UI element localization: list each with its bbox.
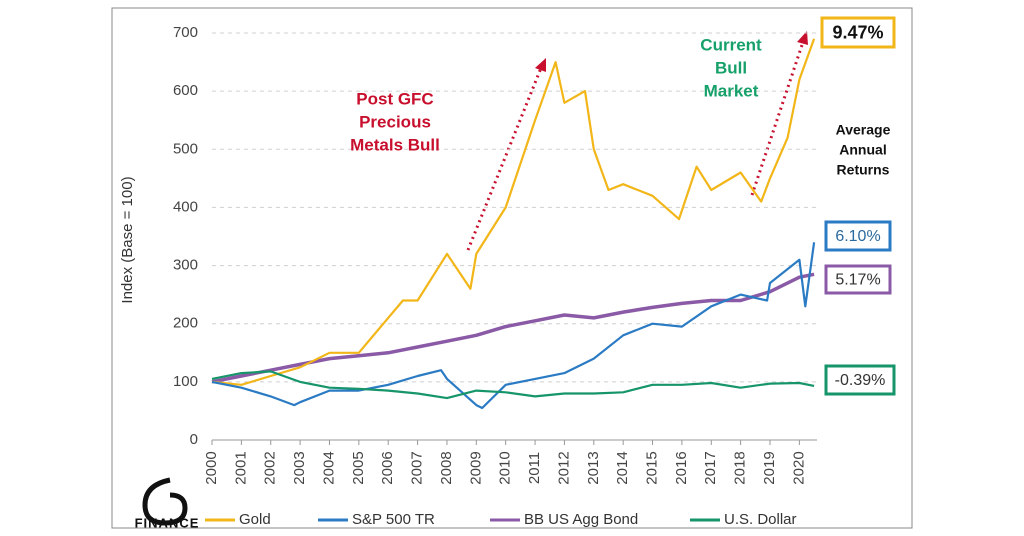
legend-label: S&P 500 TR — [352, 511, 435, 528]
legend-label: BB US Agg Bond — [524, 511, 638, 528]
x-tick-label: 2002 — [262, 451, 279, 484]
y-tick-label: 500 — [173, 140, 198, 157]
arrow — [466, 67, 543, 251]
arrow-head — [797, 31, 808, 45]
x-tick-label: 2018 — [732, 451, 749, 484]
x-tick-label: 2013 — [585, 451, 602, 484]
series-line — [211, 38, 816, 386]
y-tick-label: 700 — [173, 24, 198, 41]
x-tick-label: 2019 — [761, 451, 778, 484]
x-tick-label: 2004 — [320, 451, 337, 484]
x-tick-label: 2005 — [350, 451, 367, 484]
annotation: Metals Bull — [350, 135, 440, 154]
return-box — [824, 220, 892, 252]
annotation: Current — [700, 35, 762, 54]
returns-title: Average — [836, 122, 891, 138]
logo-mark — [142, 477, 188, 526]
annotation: Post GFC — [356, 89, 433, 108]
logo-text: FINANCE — [135, 515, 200, 530]
return-label: -0.39% — [835, 372, 886, 389]
x-tick-label: 2016 — [673, 451, 690, 484]
arrow — [750, 41, 805, 196]
series-line — [211, 242, 816, 410]
x-tick-label: 2006 — [379, 451, 396, 484]
x-tick-label: 2001 — [232, 451, 249, 484]
y-tick-label: 600 — [173, 82, 198, 99]
return-label: 5.17% — [835, 272, 880, 289]
y-tick-label: 300 — [173, 257, 198, 274]
x-tick-label: 2000 — [203, 451, 220, 484]
x-tick-label: 2020 — [790, 451, 807, 484]
y-tick-label: 0 — [190, 431, 198, 448]
x-tick-label: 2009 — [467, 451, 484, 484]
return-box — [820, 16, 896, 49]
return-label: 9.47% — [832, 22, 883, 42]
x-tick-label: 2015 — [644, 451, 661, 484]
y-tick-label: 100 — [173, 373, 198, 390]
x-tick-label: 2010 — [497, 451, 514, 484]
chart-frame — [111, 7, 913, 529]
x-tick-label: 2012 — [555, 451, 572, 484]
x-tick-label: 2011 — [526, 452, 543, 484]
returns-title: Annual — [839, 142, 886, 158]
annotation: Bull — [715, 58, 747, 77]
return-box — [824, 264, 892, 295]
x-tick-label: 2007 — [409, 451, 426, 484]
legend-label: Gold — [239, 511, 271, 528]
x-tick-label: 2017 — [702, 451, 719, 484]
return-label: 6.10% — [835, 228, 880, 245]
y-tick-label: 400 — [173, 198, 198, 215]
x-tick-label: 2008 — [438, 451, 455, 484]
y-axis-label: Index (Base = 100) — [119, 176, 136, 303]
returns-title: Returns — [837, 162, 890, 178]
return-box — [824, 364, 896, 396]
x-tick-label: 2003 — [291, 451, 308, 484]
annotation: Precious — [359, 112, 431, 131]
y-tick-label: 200 — [173, 315, 198, 332]
series-line — [211, 370, 815, 400]
logo: FINANCE — [135, 477, 200, 530]
x-tick-label: 2014 — [614, 451, 631, 484]
annotation: Market — [704, 81, 759, 100]
arrow-head — [535, 58, 546, 72]
legend-label: U.S. Dollar — [724, 511, 797, 528]
